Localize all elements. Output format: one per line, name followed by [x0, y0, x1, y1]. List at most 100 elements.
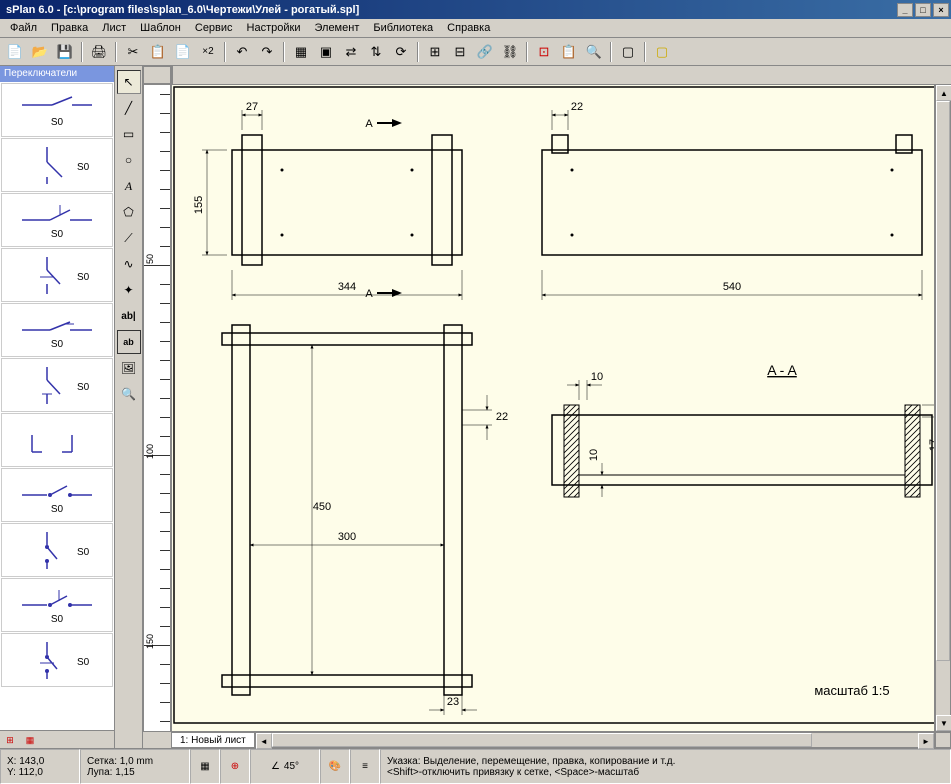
flip-h-icon[interactable]: ⇄ — [340, 41, 362, 63]
align-icon[interactable]: ▦ — [290, 41, 312, 63]
symbol-list[interactable]: S0 S0 S0 S0 S0 S0 S0 S0 S0 S0 — [0, 82, 114, 730]
color-picker-icon[interactable]: 🎨 — [320, 749, 350, 784]
ruler-corner — [143, 66, 171, 84]
save-icon[interactable]: 💾 — [54, 41, 76, 63]
menu-library[interactable]: Библиотека — [367, 20, 439, 36]
form-icon[interactable]: ▢ — [617, 41, 639, 63]
cut-icon[interactable]: ✂ — [122, 41, 144, 63]
text-tool-icon[interactable]: A — [117, 174, 141, 198]
svg-text:S0: S0 — [77, 547, 90, 558]
library-panel: Переключатели S0 S0 S0 S0 S0 S0 S0 S0 S0… — [0, 66, 115, 748]
menu-file[interactable]: Файл — [4, 20, 43, 36]
svg-text:17: 17 — [928, 439, 935, 451]
panel-header[interactable]: Переключатели — [0, 66, 114, 82]
symbol-item[interactable]: S0 — [1, 468, 113, 522]
scroll-left-icon[interactable]: ◄ — [256, 733, 272, 749]
layer-icon[interactable]: ▣ — [315, 41, 337, 63]
component-icon[interactable]: 📋 — [558, 41, 580, 63]
image-tool-icon[interactable]: 🖼 — [117, 356, 141, 380]
bezier-tool-icon[interactable]: ∿ — [117, 252, 141, 276]
close-button[interactable]: × — [933, 3, 949, 17]
svg-text:450: 450 — [313, 501, 331, 513]
undo-icon[interactable]: ↶ — [231, 41, 253, 63]
scroll-up-icon[interactable]: ▲ — [936, 85, 951, 101]
duplicate-icon[interactable]: ×2 — [197, 41, 219, 63]
sort-icon[interactable]: ⊞ — [1, 732, 19, 748]
list-icon[interactable]: ⊡ — [533, 41, 555, 63]
symbol-item[interactable]: S0 — [1, 358, 113, 412]
node-tool-icon[interactable]: ✦ — [117, 278, 141, 302]
unlink-icon[interactable]: ⛓ — [499, 41, 521, 63]
status-hint2: <Shift>-отключить привязку к сетке, <Spa… — [387, 767, 944, 778]
view-icon[interactable]: ▦ — [21, 732, 39, 748]
svg-text:27: 27 — [246, 101, 258, 113]
menu-element[interactable]: Элемент — [308, 20, 365, 36]
menu-settings[interactable]: Настройки — [241, 20, 307, 36]
svg-text:A - A: A - A — [767, 362, 797, 378]
menu-tools[interactable]: Сервис — [189, 20, 239, 36]
svg-text:344: 344 — [338, 281, 356, 293]
svg-text:540: 540 — [723, 281, 741, 293]
scroll-right-icon[interactable]: ► — [918, 733, 934, 749]
svg-text:10: 10 — [588, 449, 600, 461]
svg-text:S0: S0 — [77, 657, 90, 668]
minimize-button[interactable]: _ — [897, 3, 913, 17]
zoom-tool-icon[interactable]: 🔍 — [117, 382, 141, 406]
symbol-item[interactable]: S0 — [1, 83, 113, 137]
preview-icon[interactable]: ▢ — [651, 41, 673, 63]
svg-text:S0: S0 — [51, 504, 64, 515]
svg-text:A: A — [365, 118, 373, 130]
redo-icon[interactable]: ↷ — [256, 41, 278, 63]
svg-text:S0: S0 — [77, 382, 90, 393]
search-icon[interactable]: 🔍 — [583, 41, 605, 63]
symbol-item[interactable]: S0 — [1, 303, 113, 357]
label-tool-icon[interactable]: ab| — [117, 304, 141, 328]
scroll-down-icon[interactable]: ▼ — [936, 715, 951, 731]
symbol-item[interactable]: S0 — [1, 633, 113, 687]
menu-edit[interactable]: Правка — [45, 20, 94, 36]
symbol-item[interactable]: S0 — [1, 523, 113, 577]
svg-text:S0: S0 — [77, 272, 90, 283]
statusbar: X: 143,0 Y: 112,0 Сетка: 1,0 mm Лупа: 1,… — [0, 748, 951, 784]
open-icon[interactable]: 📂 — [29, 41, 51, 63]
window-title: sPlan 6.0 - [c:\program files\splan_6.0\… — [2, 4, 897, 16]
menu-sheet[interactable]: Лист — [96, 20, 132, 36]
svg-text:22: 22 — [571, 101, 583, 113]
rect-tool-icon[interactable]: ▭ — [117, 122, 141, 146]
new-icon[interactable]: 📄 — [4, 41, 26, 63]
scrollbar-horizontal[interactable]: ◄ ► — [255, 732, 935, 748]
drawing-canvas[interactable]: 27 155 344 A — [171, 84, 935, 732]
svg-text:масштаб 1:5: масштаб 1:5 — [814, 683, 889, 698]
link-icon[interactable]: 🔗 — [474, 41, 496, 63]
paste-icon[interactable]: 📄 — [172, 41, 194, 63]
textbox-tool-icon[interactable]: ab — [117, 330, 141, 354]
sheet-tab[interactable]: 1: Новый лист — [171, 732, 255, 748]
snap-toggle-icon[interactable]: ⊕ — [220, 749, 250, 784]
symbol-item[interactable]: S0 — [1, 578, 113, 632]
copy-icon[interactable]: 📋 — [147, 41, 169, 63]
ungroup-icon[interactable]: ⊟ — [449, 41, 471, 63]
line-tool-icon[interactable]: ╱ — [117, 96, 141, 120]
linewidth-icon[interactable]: ≡ — [350, 749, 380, 784]
polygon-tool-icon[interactable]: ⬠ — [117, 200, 141, 224]
svg-text:155: 155 — [193, 196, 205, 214]
pointer-tool-icon[interactable]: ↖ — [117, 70, 141, 94]
print-icon[interactable]: 🖨 — [88, 41, 110, 63]
symbol-item[interactable]: S0 — [1, 138, 113, 192]
group-icon[interactable]: ⊞ — [424, 41, 446, 63]
ruler-horizontal: 50100150200 — [171, 66, 173, 84]
menu-help[interactable]: Справка — [441, 20, 496, 36]
polyline-tool-icon[interactable]: ⟋ — [117, 226, 141, 250]
symbol-item[interactable]: S0 — [1, 193, 113, 247]
maximize-button[interactable]: □ — [915, 3, 931, 17]
rotate-icon[interactable]: ⟳ — [390, 41, 412, 63]
grid-toggle-icon[interactable]: ▦ — [190, 749, 220, 784]
menu-template[interactable]: Шаблон — [134, 20, 187, 36]
flip-v-icon[interactable]: ⇅ — [365, 41, 387, 63]
symbol-item[interactable]: S0 — [1, 248, 113, 302]
drawing-svg: 27 155 344 A — [172, 85, 935, 725]
svg-text:22: 22 — [496, 411, 508, 423]
symbol-item[interactable] — [1, 413, 113, 467]
ellipse-tool-icon[interactable]: ○ — [117, 148, 141, 172]
scrollbar-vertical[interactable]: ▲ ▼ — [935, 84, 951, 732]
